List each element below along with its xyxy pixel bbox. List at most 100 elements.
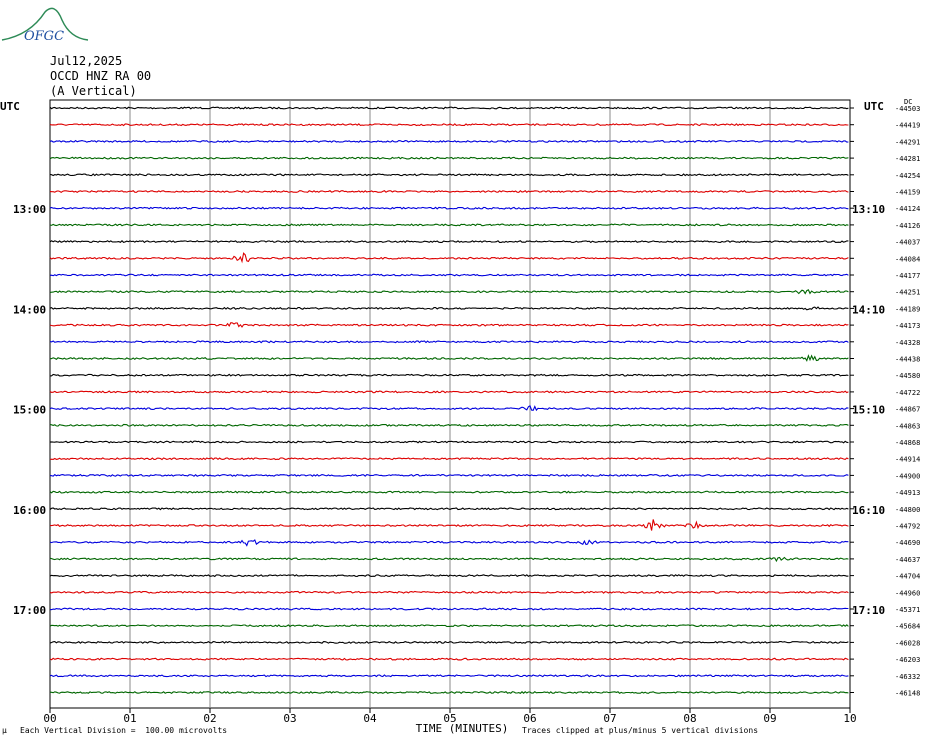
seismic-trace — [49, 404, 849, 412]
x-tick-label: 08 — [683, 712, 696, 725]
seismic-trace — [49, 289, 849, 295]
hour-label-right: 15:10 — [852, 404, 885, 417]
component-label: (A Vertical) — [50, 84, 137, 98]
clipping-note: Traces clipped at plus/minus 5 vertical … — [522, 726, 759, 735]
hour-label-right: 13:10 — [852, 203, 885, 216]
dc-offset-label: -44722 — [895, 389, 920, 397]
seismic-trace — [49, 640, 849, 644]
seismic-trace — [49, 354, 849, 362]
station-label: OCCD HNZ RA 00 — [50, 69, 152, 83]
seismic-trace — [49, 206, 849, 210]
x-axis-label: TIME (MINUTES) — [416, 722, 509, 735]
seismic-trace — [49, 590, 849, 594]
x-tick-label: 09 — [763, 712, 776, 725]
seismic-trace — [49, 657, 849, 661]
ofgc-logo: OFGC — [1, 7, 89, 44]
seismic-trace — [49, 322, 849, 328]
seismic-trace — [49, 539, 849, 547]
seismic-trace — [49, 139, 849, 143]
seismic-trace — [49, 574, 849, 578]
dc-offset-label: -44037 — [895, 239, 920, 247]
seismic-trace — [49, 223, 849, 227]
dc-offset-label: -45684 — [895, 623, 920, 631]
seismic-trace — [49, 457, 849, 461]
dc-offset-label: -44704 — [895, 573, 920, 581]
dc-offset-label: -46203 — [895, 656, 920, 664]
labels: 00 01 02 03 04 05 06 07 08 09 10 TIME (MINUTES) UTC U… — [0, 98, 920, 735]
x-tick-label: 10 — [843, 712, 856, 725]
dc-offset-label: -44173 — [895, 322, 920, 330]
seismic-trace — [49, 507, 849, 511]
dc-offset-label: -44913 — [895, 489, 920, 497]
dc-offset-label: -44281 — [895, 155, 920, 163]
seismic-trace — [49, 273, 849, 277]
seismic-trace — [49, 189, 849, 194]
seismic-trace — [49, 490, 849, 494]
dc-offset-label: -44690 — [895, 539, 920, 547]
dc-offset-label: -44503 — [895, 105, 920, 113]
traces — [49, 106, 849, 695]
right-utc-label: UTC — [864, 100, 884, 113]
logo-text: OFGC — [24, 29, 64, 44]
dc-offset-label: -44084 — [895, 255, 920, 263]
x-tick-label: 06 — [523, 712, 536, 725]
hour-label-right: 17:10 — [852, 604, 885, 617]
seismic-trace — [49, 156, 849, 160]
date-label: Jul12,2025 — [50, 54, 123, 68]
dc-offset-label: -46028 — [895, 639, 920, 647]
dc-offset-label: -44900 — [895, 472, 920, 480]
dc-offset-label: -44867 — [895, 406, 920, 414]
seismic-trace — [49, 106, 849, 110]
hour-label-left: 13:00 — [13, 203, 46, 216]
seismic-trace — [49, 674, 849, 678]
seismic-trace — [49, 556, 849, 563]
dc-offset-label: -44792 — [895, 523, 920, 531]
seismic-trace — [49, 390, 849, 394]
dc-offset-label: -44177 — [895, 272, 920, 280]
seismic-trace — [49, 340, 849, 344]
seismic-trace — [49, 240, 849, 244]
seismic-trace — [49, 173, 849, 177]
logo-arc — [1, 7, 89, 41]
dc-header-label: DC — [904, 98, 912, 106]
dc-offset-label: -44159 — [895, 189, 920, 197]
x-tick-label: 03 — [283, 712, 296, 725]
seismic-trace — [49, 306, 849, 311]
division-note: Each Vertical Division = 100.00 microvol… — [20, 726, 228, 735]
dc-offset-label: -44438 — [895, 356, 920, 364]
x-tick-label: 02 — [203, 712, 216, 725]
hour-label-right: 14:10 — [852, 303, 885, 316]
dc-offset-label: -44291 — [895, 138, 920, 146]
x-tick-label: 04 — [363, 712, 377, 725]
hour-label-left: 16:00 — [13, 504, 46, 517]
dc-offset-label: -44419 — [895, 122, 920, 130]
seismic-trace — [49, 252, 849, 264]
dc-offset-label: -44254 — [895, 172, 920, 180]
hour-label-left: 15:00 — [13, 404, 46, 417]
x-tick-label: 05 — [443, 712, 456, 725]
grid — [49, 99, 854, 713]
dc-offset-label: -46332 — [895, 673, 920, 681]
hour-label-left: 14:00 — [13, 303, 46, 316]
seismic-trace — [49, 473, 849, 477]
seismic-trace — [49, 607, 849, 611]
dc-offset-label: -44328 — [895, 339, 920, 347]
x-tick-label: 01 — [123, 712, 136, 725]
dc-offset-label: -44863 — [895, 422, 920, 430]
dc-offset-label: -44124 — [895, 205, 920, 213]
hour-label-right: 16:10 — [852, 504, 885, 517]
dc-offset-label: -44868 — [895, 439, 920, 447]
dc-offset-label: -44580 — [895, 372, 920, 380]
seismic-trace — [49, 373, 849, 377]
seismic-trace — [49, 423, 849, 427]
dc-offset-label: -45371 — [895, 606, 920, 614]
x-tick-label: 07 — [603, 712, 616, 725]
seismic-trace — [49, 624, 849, 628]
x-tick-label: 00 — [43, 712, 56, 725]
corner-mark: μ — [2, 726, 7, 735]
seismic-trace — [49, 690, 849, 695]
dc-offset-label: -44251 — [895, 289, 920, 297]
seismic-trace — [49, 123, 849, 127]
dc-offset-label: -44637 — [895, 556, 920, 564]
